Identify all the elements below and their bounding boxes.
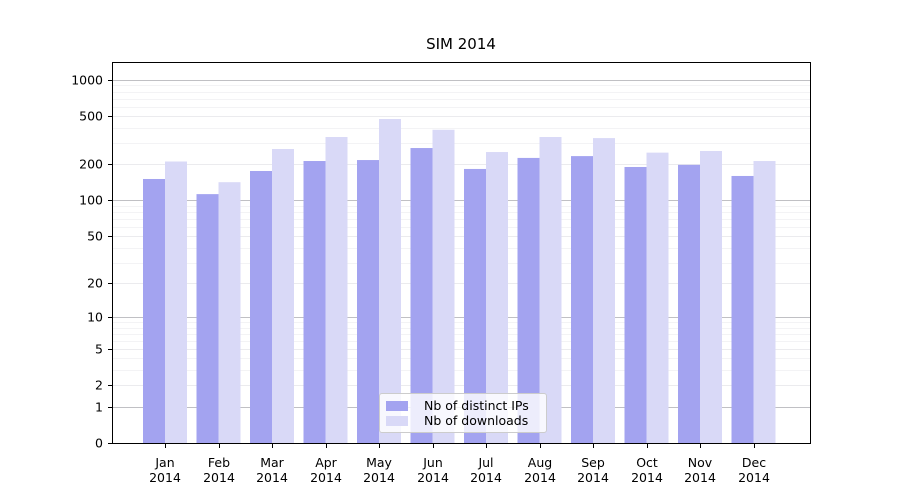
x-tick-label: Jul	[477, 455, 493, 470]
x-tick-year-label: 2014	[417, 470, 449, 485]
x-tick-year-label: 2014	[631, 470, 663, 485]
chart-title: SIM 2014	[426, 35, 496, 53]
bar-downloads	[272, 148, 294, 443]
x-tick-year-label: 2014	[310, 470, 342, 485]
bar-downloads	[165, 161, 187, 443]
legend-label-downloads: Nb of downloads	[424, 413, 529, 428]
x-tick-year-label: 2014	[577, 470, 609, 485]
y-tick-label: 1	[95, 400, 103, 415]
y-tick-label: 50	[87, 229, 103, 244]
bar-downloads	[646, 152, 669, 444]
bar-distinct-ips	[678, 164, 700, 443]
y-tick-label: 20	[87, 276, 103, 291]
legend: Nb of distinct IPs Nb of downloads	[379, 393, 547, 433]
bar-downloads	[486, 152, 508, 443]
x-tick-label: Jan	[154, 455, 174, 470]
legend-entry-downloads: Nb of downloads	[386, 413, 538, 428]
bar-downloads	[218, 182, 241, 443]
x-tick-year-label: 2014	[203, 470, 235, 485]
bar-distinct-ips	[250, 170, 272, 443]
bar-distinct-ips	[143, 178, 165, 443]
x-tick-year-label: 2014	[738, 470, 770, 485]
bar-downloads	[539, 137, 562, 443]
x-tick-label: Oct	[636, 455, 658, 470]
bar-distinct-ips	[624, 166, 647, 443]
bar-distinct-ips	[196, 194, 219, 443]
x-tick-label: Jun	[422, 455, 443, 470]
legend-swatch-downloads	[386, 415, 408, 426]
plot-border	[112, 62, 811, 444]
x-tick-label: May	[366, 455, 392, 470]
legend-label-distinct-ips: Nb of distinct IPs	[424, 398, 529, 413]
bar-distinct-ips	[517, 157, 540, 443]
x-tick-label: Nov	[688, 455, 713, 470]
y-tick-label: 500	[79, 109, 103, 124]
x-tick-year-label: 2014	[256, 470, 288, 485]
x-tick-label: Feb	[208, 455, 230, 470]
y-tick-label: 0	[95, 436, 103, 451]
x-tick-label: Mar	[260, 455, 284, 470]
bar-downloads	[379, 119, 401, 444]
bar-downloads	[593, 138, 615, 443]
bar-downloads	[325, 137, 348, 443]
legend-swatch-distinct-ips	[386, 400, 408, 411]
x-tick-label: Apr	[315, 455, 337, 470]
x-tick-year-label: 2014	[363, 470, 395, 485]
bar-distinct-ips	[731, 175, 754, 444]
bar-distinct-ips	[357, 160, 379, 444]
y-tick-label: 200	[79, 157, 103, 172]
x-tick-label: Dec	[742, 455, 766, 470]
y-tick-label: 2	[95, 378, 103, 393]
bar-distinct-ips	[410, 148, 433, 444]
x-tick-label: Sep	[581, 455, 605, 470]
bar-distinct-ips	[464, 168, 486, 444]
x-tick-year-label: 2014	[149, 470, 181, 485]
legend-entry-distinct-ips: Nb of distinct IPs	[386, 398, 538, 413]
bar-downloads	[432, 129, 455, 444]
x-tick-year-label: 2014	[524, 470, 556, 485]
bar-distinct-ips	[303, 161, 326, 443]
y-tick-label: 5	[95, 342, 103, 357]
bar-distinct-ips	[571, 156, 593, 444]
bar-downloads	[700, 150, 722, 443]
y-tick-label: 1000	[71, 73, 103, 88]
x-tick-year-label: 2014	[470, 470, 502, 485]
x-tick-year-label: 2014	[684, 470, 716, 485]
bar-downloads	[753, 161, 776, 443]
x-tick-label: Aug	[528, 455, 552, 470]
y-tick-label: 100	[79, 193, 103, 208]
y-tick-label: 10	[87, 310, 103, 325]
